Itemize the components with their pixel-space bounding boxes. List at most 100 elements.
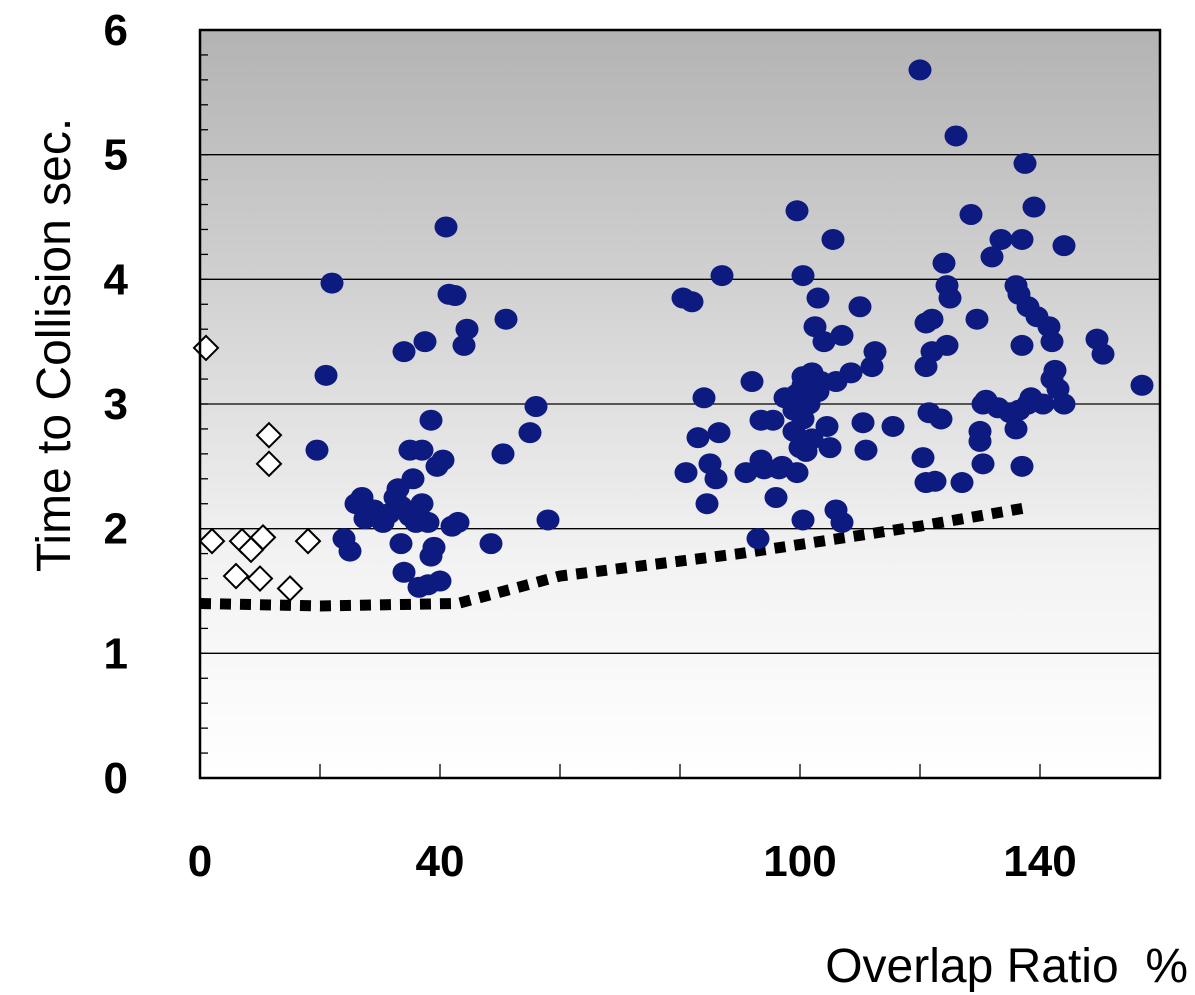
filled-circle-point xyxy=(431,449,455,471)
filled-circle-point xyxy=(881,415,905,437)
x-axis-title: Overlap Ratio % xyxy=(825,940,1188,993)
filled-circle-point xyxy=(1052,235,1076,257)
filled-circle-point xyxy=(848,296,872,318)
filled-circle-point xyxy=(806,287,830,309)
y-axis-title: Time to Collision sec. xyxy=(28,118,81,572)
filled-circle-point xyxy=(422,536,446,558)
filled-circle-point xyxy=(446,511,470,533)
filled-circle-point xyxy=(1031,393,1055,415)
filled-circle-point xyxy=(305,439,329,461)
y-tick-label: 6 xyxy=(104,6,128,55)
filled-circle-point xyxy=(1004,418,1028,440)
filled-circle-point xyxy=(674,462,698,484)
open-diamond-point xyxy=(246,565,274,592)
filled-circle-point xyxy=(410,493,434,515)
filled-circle-point xyxy=(536,509,560,531)
y-tick-label: 1 xyxy=(104,629,128,678)
y-tick-labels: 0 1 2 3 4 5 6 xyxy=(104,6,129,803)
filled-circle-point xyxy=(1010,334,1034,356)
filled-circle-point xyxy=(1052,393,1076,415)
filled-circle-point xyxy=(818,437,842,459)
filled-circle-point xyxy=(938,287,962,309)
filled-circle-point xyxy=(338,540,362,562)
filled-circle-point xyxy=(944,125,968,147)
filled-circle-point xyxy=(695,493,719,515)
filled-circle-point xyxy=(410,439,434,461)
filled-circle-point xyxy=(1043,359,1067,381)
filled-circle-point xyxy=(443,285,467,307)
open-diamond-point xyxy=(294,527,322,555)
filled-circle-point xyxy=(950,472,974,494)
filled-circle-point xyxy=(863,341,887,363)
filled-circle-point xyxy=(923,470,947,492)
data-points xyxy=(192,59,1154,612)
filled-circle-point xyxy=(791,509,815,531)
filled-circle-point xyxy=(1010,455,1034,477)
filled-circle-point xyxy=(401,468,425,490)
filled-circle-point xyxy=(815,415,839,437)
x-tick-label: 100 xyxy=(763,837,836,886)
open-diamond-point xyxy=(198,527,226,555)
filled-circle-point xyxy=(392,561,416,583)
open-diamond-point xyxy=(222,562,250,590)
filled-circle-point xyxy=(764,487,788,508)
filled-circle-point xyxy=(518,422,542,444)
y-tick-label: 4 xyxy=(104,255,129,304)
filled-circle-point xyxy=(830,324,854,346)
filled-circle-point xyxy=(791,265,815,287)
filled-circle-point xyxy=(740,371,764,393)
filled-circle-point xyxy=(692,387,716,409)
filled-circle-point xyxy=(452,334,476,356)
filled-circle-point xyxy=(812,331,836,353)
filled-circle-point xyxy=(428,570,452,592)
y-tick-label: 5 xyxy=(104,131,128,180)
filled-circle-point xyxy=(854,439,878,461)
filled-circle-point xyxy=(851,412,875,434)
filled-circle-point xyxy=(455,318,479,340)
open-diamond-point xyxy=(255,421,283,449)
y-tick-label: 3 xyxy=(104,380,128,429)
filled-circle-point xyxy=(935,334,959,356)
filled-circle-point xyxy=(1040,331,1064,353)
filled-circle-point xyxy=(314,364,338,386)
filled-circle-point xyxy=(392,341,416,363)
filled-circle-point xyxy=(785,200,809,222)
y-tick-label: 0 xyxy=(104,754,128,803)
filled-circle-point xyxy=(785,462,809,484)
filled-circle-point xyxy=(734,462,758,484)
filled-circle-point xyxy=(911,447,935,469)
filled-circle-point xyxy=(746,528,770,550)
filled-circle-point xyxy=(686,427,710,449)
filled-circle-point xyxy=(1022,196,1046,218)
filled-circle-point xyxy=(680,291,704,313)
filled-circle-point xyxy=(800,428,824,450)
open-diamond-point xyxy=(249,523,277,551)
filled-circle-point xyxy=(908,59,932,81)
filled-circle-point xyxy=(524,395,548,417)
open-diamond-point xyxy=(255,450,283,478)
filled-circle-point xyxy=(389,533,413,555)
filled-circle-point xyxy=(932,252,956,274)
filled-circle-point xyxy=(320,272,344,294)
x-tick-labels: 0 40 100 140 xyxy=(188,837,1077,886)
filled-circle-point xyxy=(968,430,992,452)
filled-circle-point xyxy=(491,443,515,465)
filled-circle-point xyxy=(1013,152,1037,174)
filled-circle-point xyxy=(980,246,1004,268)
filled-circle-point xyxy=(761,409,785,431)
threshold-dotted-line xyxy=(199,502,1029,612)
filled-circle-point xyxy=(821,228,845,250)
filled-circle-point xyxy=(416,511,440,533)
x-tick-label: 140 xyxy=(1003,837,1076,886)
filled-circle-point xyxy=(839,362,863,384)
filled-circle-point xyxy=(710,265,734,287)
filled-circle-point xyxy=(413,331,437,353)
filled-circle-point xyxy=(959,204,983,226)
filled-circle-point xyxy=(434,216,458,238)
filled-circle-point xyxy=(830,511,854,533)
filled-circle-point xyxy=(1091,343,1115,365)
x-tick-label: 40 xyxy=(416,837,465,886)
filled-circle-point xyxy=(419,409,443,431)
filled-circle-point xyxy=(929,408,953,430)
